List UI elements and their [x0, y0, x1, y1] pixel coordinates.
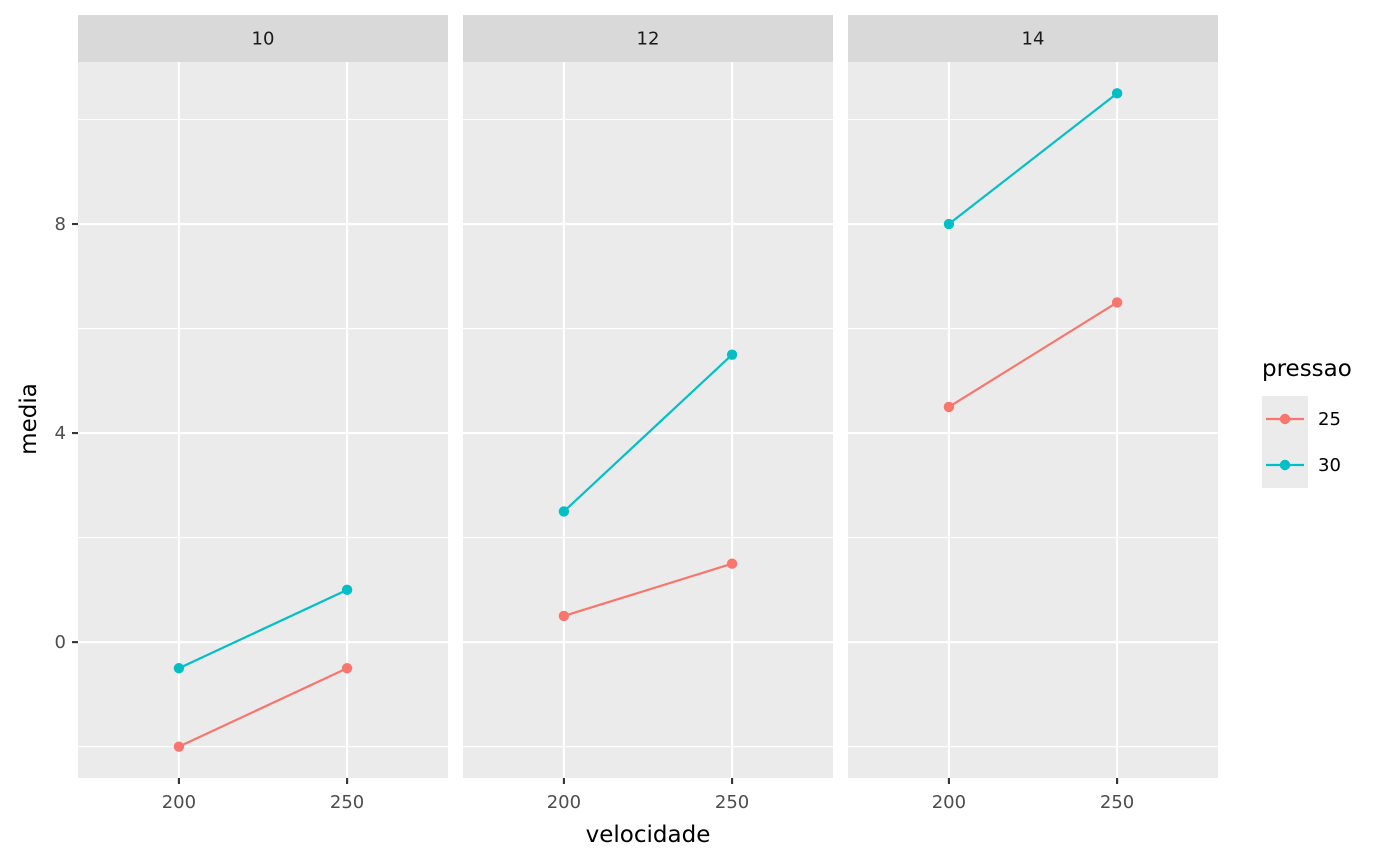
- x-axis: 200 250 200 250 200 250: [162, 778, 1134, 813]
- legend-item-25: 25: [1262, 396, 1341, 442]
- y-tick-label: 0: [55, 632, 66, 653]
- x-tick-label: 200: [932, 792, 966, 813]
- facet-strip: [78, 15, 448, 62]
- y-axis: 0 4 8: [55, 214, 78, 653]
- panel-background: [78, 62, 448, 778]
- data-point-25: [943, 401, 955, 413]
- x-tick-label: 200: [547, 792, 581, 813]
- series-line-25: [178, 667, 348, 748]
- data-point-30: [173, 663, 185, 674]
- series-line-30: [178, 588, 348, 670]
- panel-background: [848, 62, 1218, 778]
- y-tick-label: 4: [55, 423, 66, 444]
- facet-panels: 10 12 14: [78, 15, 1218, 778]
- series-line-30: [563, 353, 733, 513]
- facet-panel-12: 12: [463, 15, 833, 778]
- facet-strip-label: 14: [1022, 29, 1045, 50]
- x-tick-label: 250: [715, 792, 749, 813]
- facet-panel-10: 10: [78, 15, 448, 778]
- series-line-25: [948, 301, 1118, 408]
- legend: pressao 25 30: [1262, 356, 1352, 488]
- facet-strip-label: 12: [637, 29, 660, 50]
- facet-strip-label: 10: [252, 29, 275, 50]
- facet-strip: [848, 15, 1218, 62]
- panel-background: [463, 62, 833, 778]
- data-point-30: [1111, 88, 1123, 99]
- data-point-25: [1111, 297, 1123, 308]
- facet-panel-14: 14: [848, 15, 1218, 778]
- legend-label: 25: [1318, 409, 1341, 430]
- x-axis-title: velocidade: [586, 822, 711, 848]
- legend-item-30: 30: [1262, 442, 1341, 488]
- data-point-30: [341, 584, 353, 596]
- data-point-30: [726, 349, 738, 360]
- data-point-25: [726, 558, 738, 569]
- data-point-25: [558, 610, 570, 622]
- data-point-25: [341, 663, 353, 674]
- y-axis-title: media: [16, 383, 42, 455]
- data-point-25: [173, 741, 185, 752]
- data-point-30: [558, 506, 570, 517]
- x-tick-label: 250: [330, 792, 364, 813]
- legend-key-point: [1279, 459, 1291, 471]
- legend-title: pressao: [1262, 356, 1352, 382]
- y-tick-label: 8: [55, 214, 66, 235]
- facet-strip: [463, 15, 833, 62]
- legend-label: 30: [1318, 455, 1341, 476]
- x-tick-label: 200: [162, 792, 196, 813]
- data-point-30: [943, 218, 955, 230]
- series-line-30: [948, 92, 1118, 225]
- x-tick-label: 250: [1100, 792, 1134, 813]
- legend-key-point: [1279, 413, 1291, 425]
- series-line-25: [563, 562, 733, 618]
